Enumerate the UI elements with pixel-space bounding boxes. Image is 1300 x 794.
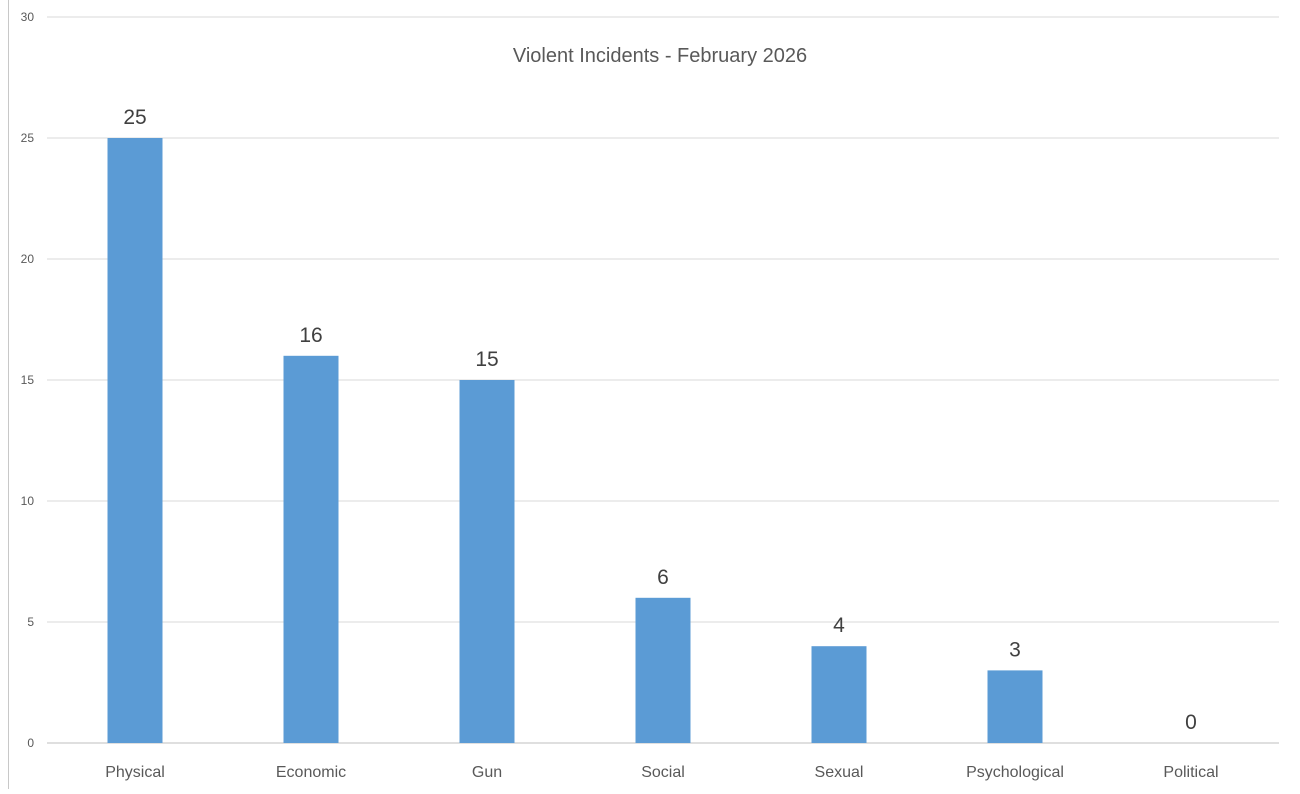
y-tick-label: 5: [27, 615, 34, 629]
data-label-political: 0: [1185, 711, 1197, 734]
data-label-sexual: 4: [833, 614, 845, 637]
y-tick-label: 20: [21, 252, 35, 266]
data-label-economic: 16: [299, 324, 322, 347]
x-tick-label-sexual: Sexual: [815, 764, 864, 781]
gridlines: [47, 16, 1279, 744]
y-tick-label: 30: [21, 10, 35, 24]
bar-sexual: [811, 646, 867, 743]
y-axis-ticks: 0 5 10 15 20 25 30: [21, 10, 35, 750]
bars: [107, 138, 1043, 743]
y-tick-label: 10: [21, 494, 35, 508]
x-tick-label-political: Political: [1163, 764, 1218, 781]
x-tick-label-social: Social: [641, 764, 685, 781]
data-label-physical: 25: [123, 106, 146, 129]
x-tick-label-gun: Gun: [472, 764, 502, 781]
y-tick-label: 0: [27, 736, 34, 750]
chart-title: Violent Incidents - February 2026: [513, 45, 807, 67]
bar-physical: [107, 138, 163, 743]
bar-social: [635, 597, 691, 743]
data-labels: 25 16 15 6 4 3 0: [123, 106, 1197, 734]
data-label-social: 6: [657, 566, 669, 589]
y-tick-label: 25: [21, 131, 35, 145]
bar-psychological: [987, 670, 1043, 743]
x-tick-label-economic: Economic: [276, 764, 346, 781]
chart-left-border: [8, 0, 9, 789]
y-tick-label: 15: [21, 373, 35, 387]
data-label-gun: 15: [475, 348, 498, 371]
bar-economic: [283, 355, 339, 743]
x-tick-label-physical: Physical: [105, 764, 165, 781]
x-tick-label-psychological: Psychological: [966, 764, 1064, 781]
x-axis-ticks: Physical Economic Gun Social Sexual Psycholog…: [105, 764, 1218, 781]
bar-gun: [459, 380, 515, 743]
data-label-psychological: 3: [1009, 638, 1021, 661]
